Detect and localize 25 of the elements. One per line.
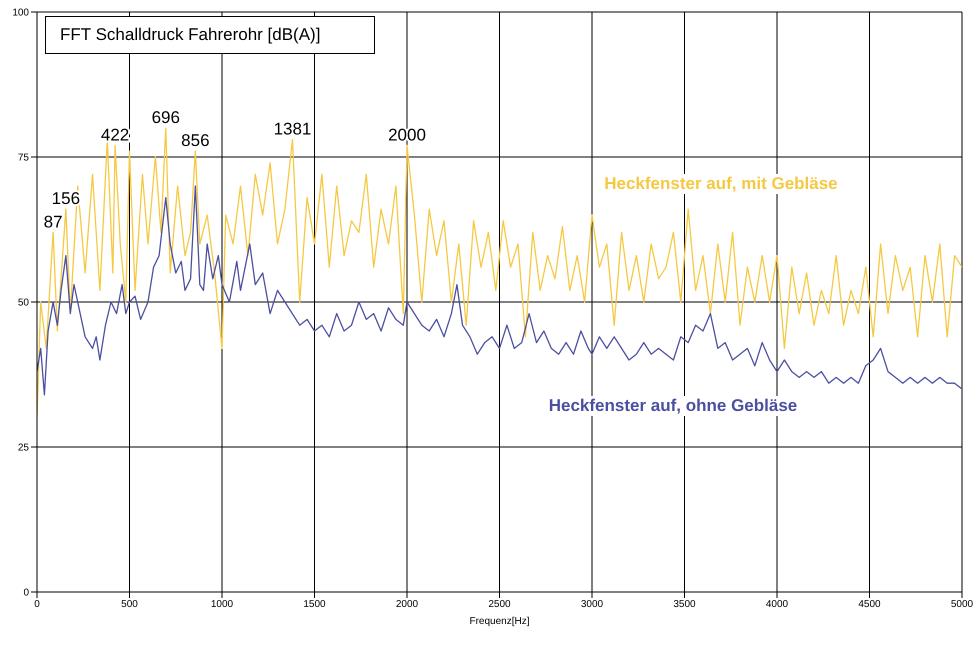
- y-tick-label: 50: [18, 298, 30, 309]
- annotation: 856: [181, 131, 210, 150]
- series-label: Heckfenster auf, mit Gebläse: [601, 174, 841, 194]
- x-tick-label: 2000: [396, 599, 419, 610]
- y-tick-label: 25: [18, 442, 30, 454]
- x-tick-label: 4500: [858, 599, 882, 610]
- x-tick-label: 1500: [303, 599, 326, 610]
- x-tick-label: 0: [34, 599, 40, 610]
- x-axis-title: Frequenz[Hz]: [469, 616, 530, 627]
- x-tick-label: 2500: [488, 599, 512, 610]
- y-tick-label: 75: [18, 152, 30, 164]
- annotation: 1381: [274, 120, 312, 139]
- series-label: Heckfenster auf, ohne Gebläse: [546, 396, 800, 416]
- x-tick-label: 3500: [673, 599, 696, 610]
- x-tick-label: 3000: [580, 599, 604, 610]
- y-tick-label: 0: [23, 588, 30, 599]
- title-frame: FFT Schalldruck Fahrerohr [dB(A)]: [45, 16, 375, 54]
- annotation: 87: [44, 212, 63, 232]
- x-tick-label: 4000: [766, 599, 789, 610]
- x-tick-label: 1000: [210, 599, 234, 610]
- y-tick-label: 100: [12, 8, 30, 19]
- x-tick-label: 500: [121, 599, 138, 610]
- annotation: 422: [100, 125, 130, 144]
- annotation: 696: [152, 108, 180, 127]
- x-tick-label: 5000: [950, 599, 974, 610]
